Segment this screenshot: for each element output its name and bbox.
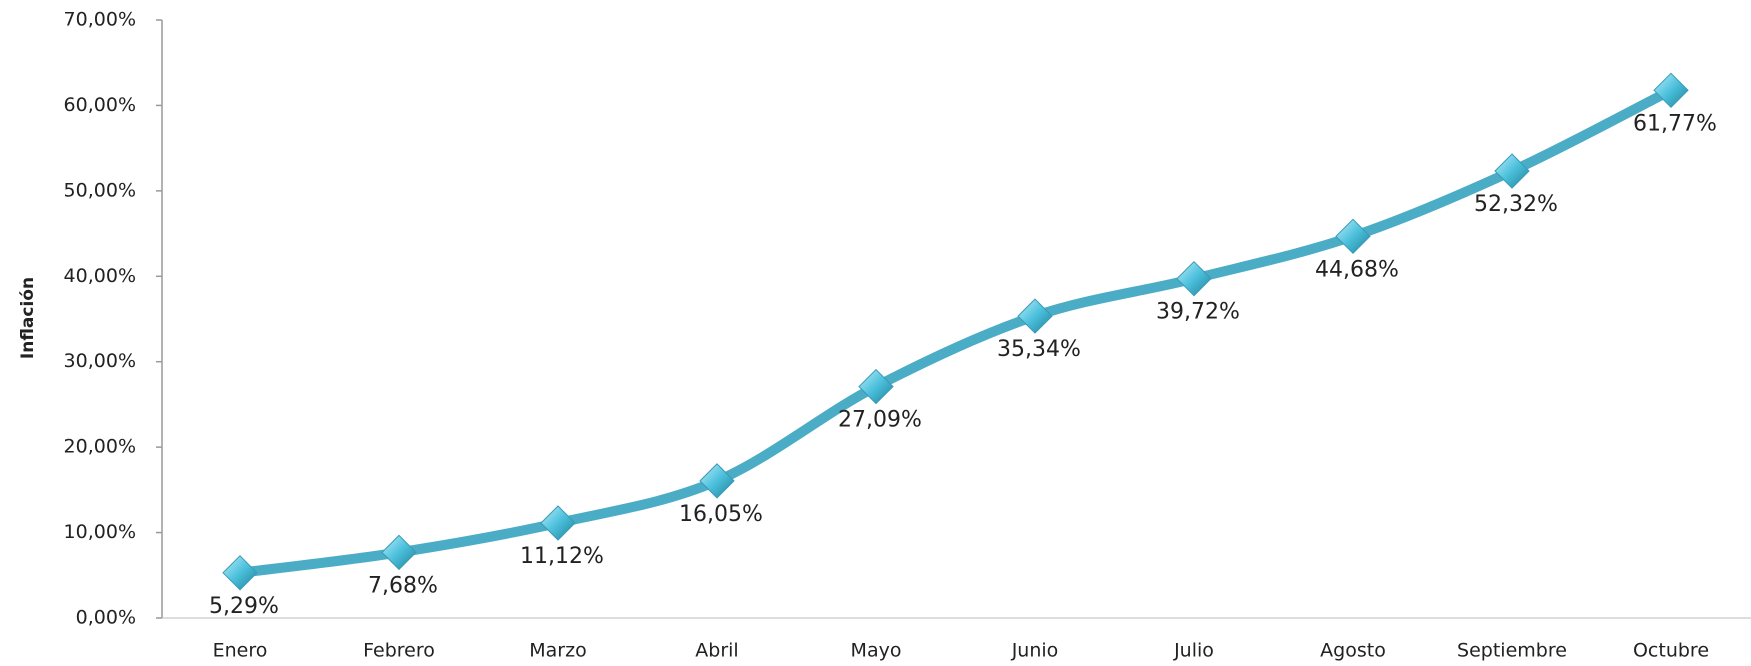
y-tick-label: 40,00% [64,265,136,287]
x-tick-label: Julio [1173,640,1214,662]
x-tick-label: Abril [695,640,738,662]
marker [222,555,258,591]
y-tick-label: 30,00% [64,350,136,372]
x-tick-label: Marzo [529,640,586,662]
y-tick-label: 70,00% [64,9,136,31]
y-tick-label: 0,00% [76,607,136,629]
marker [381,534,417,571]
data-label: 61,77% [1633,111,1717,136]
marker [699,463,735,499]
y-tick-label: 10,00% [64,521,136,543]
data-label: 7,68% [368,573,438,598]
marker [1335,218,1371,255]
data-label: 27,09% [838,408,922,433]
y-tick-label: 50,00% [64,179,136,201]
x-tick-label: Febrero [363,640,435,662]
y-axis-label: Inflación [18,277,38,359]
marker [540,505,576,541]
x-tick-label: Junio [1011,640,1059,662]
x-tick-label: Mayo [851,640,902,662]
y-tick-label: 20,00% [64,436,136,458]
marker [1494,153,1530,189]
x-tick-label: Enero [213,640,268,662]
marker [1176,260,1212,297]
data-label: 39,72% [1156,300,1240,325]
x-tick-label: Agosto [1320,640,1386,662]
data-label: 52,32% [1474,192,1558,217]
marker [858,368,894,405]
data-label: 44,68% [1315,257,1399,282]
marker [1653,72,1689,109]
data-label: 11,12% [520,544,604,569]
x-tick-label: Septiembre [1457,640,1567,662]
data-label: 35,34% [997,337,1081,362]
y-tick-label: 60,00% [64,94,136,116]
marker [1017,298,1053,334]
data-label: 5,29% [209,594,279,619]
x-tick-label: Octubre [1633,640,1709,662]
data-label: 16,05% [679,502,763,527]
line [235,85,1676,578]
